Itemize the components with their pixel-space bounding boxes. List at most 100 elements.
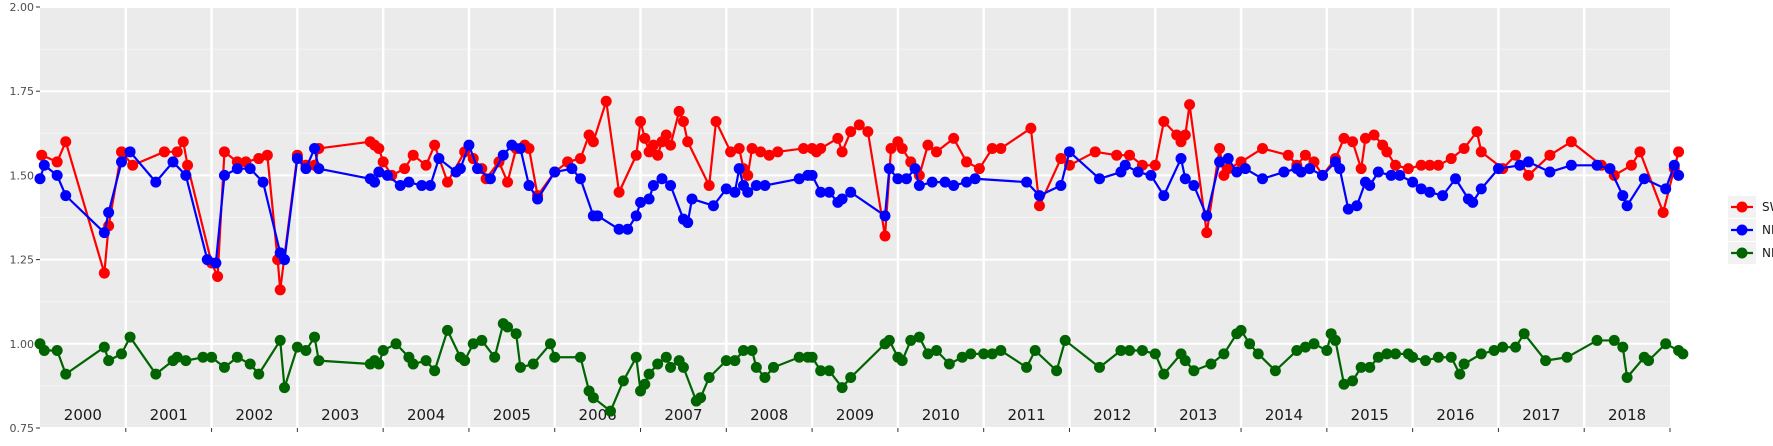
- data-point-ndvi: [647, 180, 659, 192]
- data-point-ndwi: [1299, 341, 1311, 353]
- data-point-ndvi: [1668, 159, 1680, 171]
- data-point-ndwi: [1321, 345, 1333, 357]
- data-point-ndvi: [939, 176, 951, 188]
- data-point-ndvi: [244, 163, 256, 175]
- data-point-ndwi: [630, 351, 642, 363]
- data-point-ndvi: [1295, 166, 1307, 178]
- data-point-swir: [1381, 146, 1393, 158]
- data-point-swir: [853, 119, 865, 131]
- data-point-ndvi: [742, 186, 754, 198]
- data-point-swir: [212, 270, 224, 282]
- data-point-swir: [177, 136, 189, 148]
- data-point-ndvi: [879, 210, 891, 222]
- data-point-swir: [798, 142, 810, 154]
- data-point-swir: [116, 146, 127, 158]
- data-point-ndwi: [965, 348, 977, 360]
- data-point-ndvi: [369, 176, 381, 188]
- data-point-ndwi: [98, 341, 110, 353]
- data-point-ndvi: [116, 156, 127, 168]
- data-point-swir: [587, 136, 599, 148]
- legend-label-ndvi: NDVI: [1762, 223, 1773, 237]
- data-point-ndvi: [124, 146, 136, 158]
- data-point-ndwi: [300, 345, 312, 357]
- data-point-swir: [1347, 136, 1359, 148]
- data-point-swir: [660, 129, 672, 141]
- data-point-ndvi: [1385, 169, 1397, 181]
- data-point-ndwi: [845, 371, 857, 383]
- data-point-swir: [1257, 142, 1268, 154]
- data-point-swir: [60, 136, 72, 148]
- data-point-swir: [1475, 146, 1487, 158]
- data-point-ndvi: [424, 180, 436, 192]
- data-point-swir: [1565, 136, 1577, 148]
- data-point-swir: [1634, 146, 1646, 158]
- data-point-ndwi: [1389, 348, 1401, 360]
- year-label: 2008: [750, 406, 788, 424]
- data-point-ndwi: [549, 351, 561, 363]
- data-point-swir: [51, 156, 63, 168]
- data-point-ndvi: [635, 196, 647, 208]
- data-point-swir: [896, 142, 908, 154]
- data-point-ndwi: [116, 348, 127, 360]
- data-point-swir: [845, 126, 857, 138]
- legend-key-point-ndwi: [1736, 247, 1748, 259]
- data-point-ndwi: [1051, 365, 1063, 377]
- data-point-ndvi: [103, 206, 115, 218]
- data-point-swir: [373, 142, 385, 154]
- data-point-ndvi: [733, 163, 745, 175]
- data-point-ndvi: [1522, 156, 1534, 168]
- data-point-ndwi: [1291, 345, 1303, 357]
- data-point-ndvi: [1231, 166, 1243, 178]
- data-point-ndwi: [729, 355, 741, 367]
- data-point-ndwi: [274, 334, 286, 346]
- data-point-ndvi: [750, 180, 762, 192]
- data-point-swir: [1124, 149, 1136, 161]
- data-point-ndvi: [1119, 159, 1131, 171]
- data-point-ndvi: [1304, 163, 1316, 175]
- data-point-swir: [182, 159, 194, 171]
- data-point-ndvi: [686, 193, 698, 205]
- data-point-swir: [879, 230, 891, 242]
- data-point-ndvi: [291, 153, 303, 165]
- data-point-swir: [733, 142, 745, 154]
- data-point-ndwi: [1540, 355, 1552, 367]
- year-label: 2009: [836, 406, 874, 424]
- data-point-ndvi: [1492, 163, 1504, 175]
- year-label: 2007: [664, 406, 702, 424]
- data-point-ndvi: [613, 223, 625, 235]
- data-point-ndwi: [587, 392, 599, 404]
- data-point-ndwi: [1308, 338, 1320, 350]
- data-point-ndwi: [1094, 361, 1105, 373]
- data-point-ndvi: [823, 186, 835, 198]
- data-point-ndwi: [420, 355, 432, 367]
- data-point-ndvi: [167, 156, 179, 168]
- data-point-ndvi: [1033, 190, 1045, 202]
- data-point-ndwi: [806, 351, 818, 363]
- data-point-swir: [755, 146, 767, 158]
- data-point-ndvi: [1201, 210, 1213, 222]
- year-label: 2001: [150, 406, 188, 424]
- data-point-swir: [218, 146, 230, 158]
- data-point-swir: [1359, 132, 1371, 144]
- data-point-ndwi: [1188, 365, 1200, 377]
- data-point-ndvi: [1175, 153, 1187, 165]
- data-point-ndvi: [1342, 203, 1354, 215]
- data-point-ndvi: [883, 163, 895, 175]
- data-point-swir: [973, 163, 985, 175]
- data-point-ndwi: [913, 331, 925, 343]
- data-point-ndwi: [1660, 338, 1672, 350]
- data-point-swir: [261, 149, 273, 161]
- data-point-swir: [523, 142, 535, 154]
- data-point-swir: [948, 132, 960, 144]
- data-point-ndwi: [896, 355, 908, 367]
- data-point-ndvi: [532, 193, 544, 205]
- data-point-ndwi: [309, 331, 321, 343]
- y-tick-label: 1.50: [10, 169, 35, 182]
- data-point-ndvi: [1475, 183, 1487, 195]
- year-label: 2003: [321, 406, 359, 424]
- data-point-ndwi: [218, 361, 230, 373]
- data-point-swir: [742, 169, 754, 181]
- data-point-swir: [127, 159, 139, 171]
- y-tick-label: 2.00: [10, 1, 35, 14]
- data-point-ndwi: [1454, 368, 1466, 380]
